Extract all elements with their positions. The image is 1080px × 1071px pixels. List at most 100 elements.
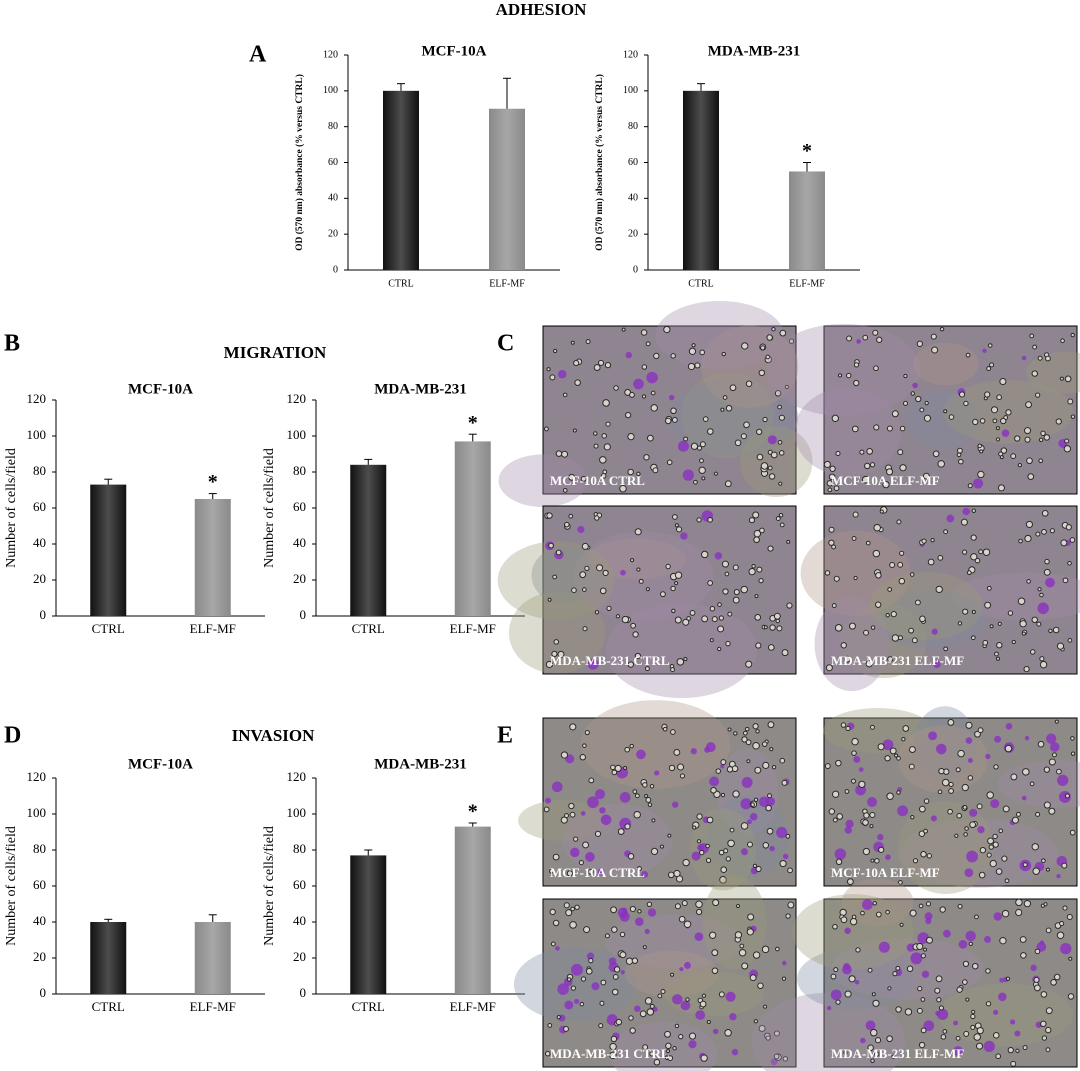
y-tick-label: 0: [300, 607, 307, 622]
y-tick-label: 120: [27, 391, 47, 406]
y-tick-label: 0: [633, 264, 638, 275]
y-tick-label: 60: [33, 499, 46, 514]
y-tick-label: 20: [293, 571, 306, 586]
y-tick-label: 80: [293, 463, 306, 478]
panel-letter: B: [4, 331, 20, 357]
y-tick-label: 60: [293, 877, 306, 892]
x-tick-label: ELF-MF: [489, 278, 525, 289]
y-axis-label: Number of cells/field: [4, 826, 19, 946]
y-tick-label: 120: [287, 769, 307, 784]
micrograph: MDA-MB-231 ELF-MF: [800, 505, 1080, 692]
y-tick-label: 80: [33, 463, 46, 478]
bar: [683, 90, 719, 270]
bar: [789, 171, 825, 270]
y-tick-label: 60: [628, 157, 638, 168]
y-axis-label: OD (570 nm) absorbance (% versus CTRL): [594, 74, 605, 251]
chart-title: MCF-10A: [128, 756, 193, 772]
y-tick-label: 60: [328, 157, 338, 168]
x-tick-label: CTRL: [352, 999, 385, 1014]
x-tick-label: CTRL: [92, 621, 125, 636]
micrograph: MDA-MB-231 CTRL: [513, 875, 797, 1071]
micrograph-label: MCF-10A CTRL: [550, 473, 645, 488]
y-tick-label: 0: [300, 985, 307, 1000]
y-tick-label: 40: [293, 913, 306, 928]
y-tick-label: 0: [40, 607, 47, 622]
y-tick-label: 40: [33, 535, 46, 550]
micrograph-label: MDA-MB-231 CTRL: [550, 653, 670, 668]
y-tick-label: 60: [293, 499, 306, 514]
micrograph: MDA-MB-231 CTRL: [497, 505, 797, 699]
panel-letter: E: [497, 723, 513, 749]
x-tick-label: CTRL: [388, 278, 414, 289]
micrograph-label: MDA-MB-231 ELF-MF: [831, 653, 964, 668]
panel-letter: A: [249, 42, 267, 68]
y-tick-label: 120: [323, 49, 338, 60]
y-tick-label: 0: [333, 264, 338, 275]
significance-mark: *: [468, 801, 478, 823]
x-tick-label: ELF-MF: [789, 278, 825, 289]
section-title: MIGRATION: [224, 343, 327, 362]
micrograph-label: MDA-MB-231 ELF-MF: [831, 1046, 964, 1061]
y-axis-label: Number of cells/field: [262, 448, 277, 568]
y-tick-label: 20: [33, 949, 46, 964]
x-tick-label: CTRL: [92, 999, 125, 1014]
y-tick-label: 80: [328, 121, 338, 132]
y-tick-label: 80: [628, 121, 638, 132]
micrograph-label: MCF-10A ELF-MF: [831, 865, 940, 880]
y-tick-label: 80: [293, 841, 306, 856]
micrograph-label: MCF-10A ELF-MF: [831, 473, 940, 488]
x-tick-label: CTRL: [688, 278, 714, 289]
y-tick-label: 120: [623, 49, 638, 60]
bar: [90, 922, 127, 994]
y-tick-label: 100: [27, 805, 47, 820]
bar: [454, 826, 491, 994]
bar: [489, 108, 525, 270]
y-tick-label: 20: [328, 228, 338, 239]
micrograph: MCF-10A ELF-MF: [766, 323, 1080, 495]
significance-mark: *: [802, 140, 812, 162]
bar: [90, 484, 127, 616]
section-title: INVASION: [232, 726, 316, 745]
micrograph: MCF-10A CTRL: [518, 700, 797, 891]
bar: [194, 922, 231, 994]
micrograph-label: MDA-MB-231 CTRL: [550, 1046, 670, 1061]
chart-title: MDA-MB-231: [708, 43, 800, 59]
y-tick-label: 60: [33, 877, 46, 892]
y-tick-label: 20: [628, 228, 638, 239]
panel-letter: C: [497, 331, 514, 357]
significance-mark: *: [468, 412, 478, 434]
bar: [350, 855, 387, 994]
bar: [194, 499, 231, 616]
significance-mark: *: [208, 471, 218, 493]
y-tick-label: 40: [328, 193, 338, 204]
y-tick-label: 20: [33, 571, 46, 586]
y-tick-label: 80: [33, 841, 46, 856]
chart-title: MDA-MB-231: [374, 381, 466, 397]
x-tick-label: ELF-MF: [190, 999, 236, 1014]
y-axis-label: Number of cells/field: [4, 448, 19, 568]
y-tick-label: 100: [27, 427, 47, 442]
panel-letter: D: [4, 723, 21, 749]
y-axis-label: Number of cells/field: [262, 826, 277, 946]
x-tick-label: CTRL: [352, 621, 385, 636]
micrograph-label: MCF-10A CTRL: [550, 865, 645, 880]
micrograph: MCF-10A ELF-MF: [823, 706, 1080, 895]
y-tick-label: 120: [27, 769, 47, 784]
y-tick-label: 20: [293, 949, 306, 964]
y-tick-label: 100: [287, 427, 307, 442]
y-tick-label: 100: [287, 805, 307, 820]
x-tick-label: ELF-MF: [450, 999, 496, 1014]
y-tick-label: 100: [623, 85, 638, 96]
bar: [350, 464, 387, 616]
x-tick-label: ELF-MF: [190, 621, 236, 636]
x-tick-label: ELF-MF: [450, 621, 496, 636]
y-tick-label: 0: [40, 985, 47, 1000]
y-tick-label: 100: [323, 85, 338, 96]
chart-title: MDA-MB-231: [374, 756, 466, 772]
y-tick-label: 120: [287, 391, 307, 406]
micrograph: MDA-MB-231 ELF-MF: [751, 878, 1078, 1071]
y-tick-label: 40: [628, 193, 638, 204]
micrograph: MCF-10A CTRL: [498, 301, 813, 508]
bar: [454, 441, 491, 616]
